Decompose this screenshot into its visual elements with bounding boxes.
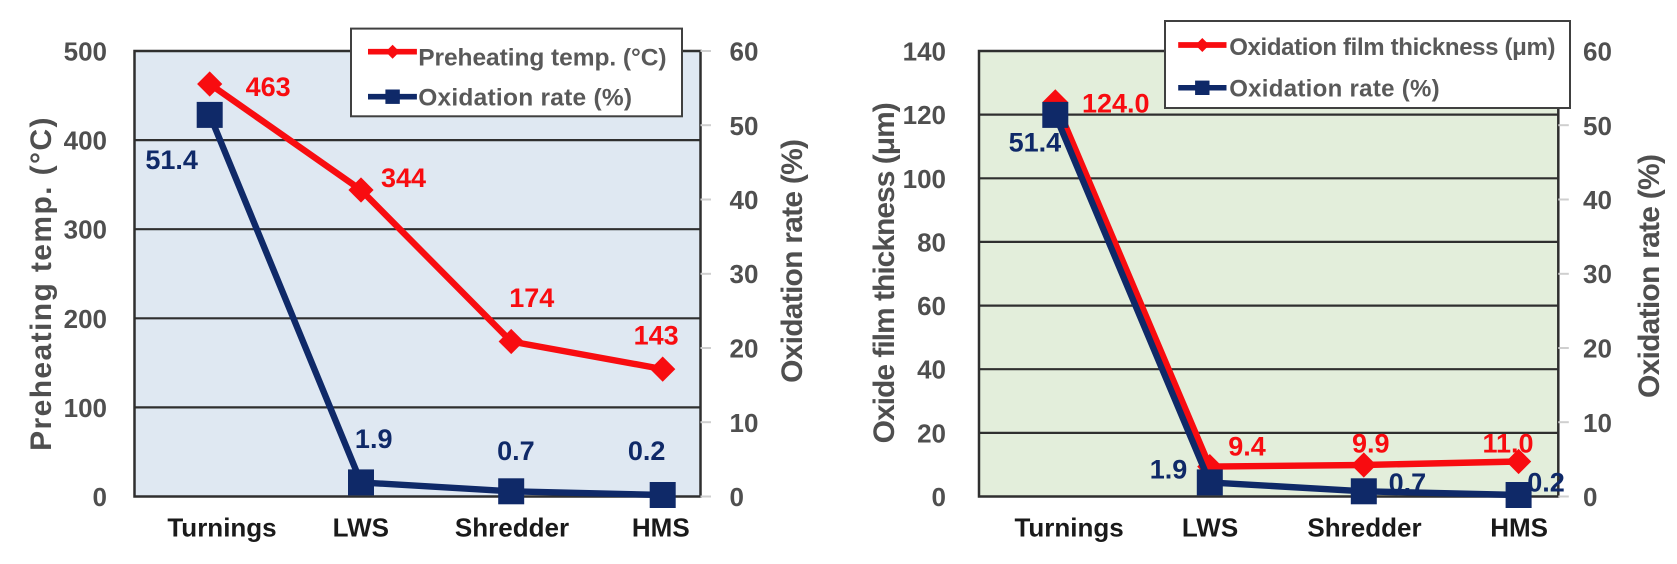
svg-text:Oxidation rate (%): Oxidation rate (%) xyxy=(1229,76,1440,103)
svg-text:100: 100 xyxy=(903,164,946,194)
svg-text:60: 60 xyxy=(917,291,946,321)
svg-text:400: 400 xyxy=(64,126,107,156)
svg-text:143: 143 xyxy=(634,321,679,351)
svg-text:10: 10 xyxy=(1583,408,1612,438)
svg-text:0: 0 xyxy=(93,482,107,512)
svg-text:60: 60 xyxy=(730,37,759,67)
svg-text:1.9: 1.9 xyxy=(1150,454,1188,484)
svg-text:20: 20 xyxy=(730,334,759,364)
svg-text:Oxidation rate (%): Oxidation rate (%) xyxy=(776,140,809,383)
svg-text:0: 0 xyxy=(1583,482,1597,512)
svg-text:0.2: 0.2 xyxy=(1527,468,1565,498)
svg-text:200: 200 xyxy=(64,304,107,334)
svg-text:0: 0 xyxy=(730,482,744,512)
svg-text:10: 10 xyxy=(730,408,759,438)
svg-text:100: 100 xyxy=(64,393,107,423)
svg-text:40: 40 xyxy=(730,185,759,215)
svg-text:11.0: 11.0 xyxy=(1482,429,1533,459)
svg-text:40: 40 xyxy=(1583,185,1612,215)
svg-text:Oxidation film thickness (μm): Oxidation film thickness (μm) xyxy=(1229,34,1555,61)
svg-text:500: 500 xyxy=(64,37,107,67)
svg-text:Shredder: Shredder xyxy=(1307,513,1421,543)
svg-text:60: 60 xyxy=(1583,37,1612,67)
svg-text:124.0: 124.0 xyxy=(1082,89,1150,119)
svg-text:50: 50 xyxy=(730,111,759,141)
svg-text:50: 50 xyxy=(1583,111,1612,141)
svg-text:51.4: 51.4 xyxy=(145,145,198,175)
svg-text:9.4: 9.4 xyxy=(1228,432,1266,462)
svg-text:174: 174 xyxy=(509,283,554,313)
svg-text:Preheating temp. (°C): Preheating temp. (°C) xyxy=(25,116,58,451)
svg-text:Shredder: Shredder xyxy=(455,513,569,543)
svg-text:9.9: 9.9 xyxy=(1352,429,1390,459)
svg-text:Oxidation rate (%): Oxidation rate (%) xyxy=(418,84,632,111)
svg-text:0.7: 0.7 xyxy=(497,436,535,466)
svg-text:51.4: 51.4 xyxy=(1009,128,1062,158)
svg-text:Turnings: Turnings xyxy=(1014,513,1123,543)
svg-text:HMS: HMS xyxy=(1490,513,1548,543)
svg-text:Preheating temp. (°C): Preheating temp. (°C) xyxy=(418,44,666,71)
svg-text:80: 80 xyxy=(917,227,946,257)
svg-text:344: 344 xyxy=(381,163,426,193)
svg-text:LWS: LWS xyxy=(333,513,389,543)
svg-text:1.9: 1.9 xyxy=(355,424,393,454)
svg-text:Turnings: Turnings xyxy=(167,513,276,543)
svg-text:20: 20 xyxy=(917,418,946,448)
svg-text:Oxide film thickness (μm): Oxide film thickness (μm) xyxy=(868,103,901,443)
svg-text:0.7: 0.7 xyxy=(1389,468,1427,498)
svg-text:30: 30 xyxy=(730,259,759,289)
svg-text:30: 30 xyxy=(1583,259,1612,289)
svg-text:LWS: LWS xyxy=(1182,513,1238,543)
svg-text:HMS: HMS xyxy=(632,513,690,543)
svg-text:0.2: 0.2 xyxy=(628,436,666,466)
svg-text:20: 20 xyxy=(1583,334,1612,364)
svg-text:463: 463 xyxy=(246,72,291,102)
svg-text:120: 120 xyxy=(903,100,946,130)
svg-text:140: 140 xyxy=(903,37,946,67)
svg-text:300: 300 xyxy=(64,215,107,245)
svg-text:40: 40 xyxy=(917,355,946,385)
svg-text:0: 0 xyxy=(932,482,946,512)
svg-text:Oxidation rate (%): Oxidation rate (%) xyxy=(1633,155,1666,398)
